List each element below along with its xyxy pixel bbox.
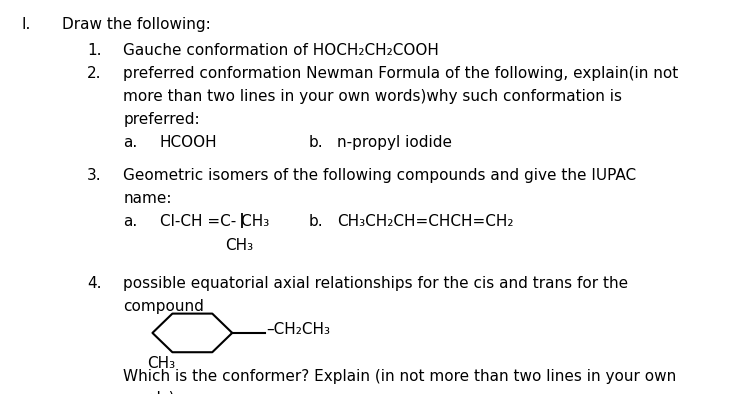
Text: Which is the conformer? Explain (in not more than two lines in your own: Which is the conformer? Explain (in not … [124, 369, 676, 384]
Text: name:: name: [124, 191, 172, 206]
Text: a.: a. [124, 214, 138, 229]
Text: –CH₂CH₃: –CH₂CH₃ [266, 322, 330, 336]
Text: b.: b. [309, 135, 323, 150]
Text: preferred:: preferred: [124, 112, 200, 127]
Text: preferred conformation Newman Formula of the following, explain(in not: preferred conformation Newman Formula of… [124, 66, 679, 81]
Text: Geometric isomers of the following compounds and give the IUPAC: Geometric isomers of the following compo… [124, 168, 636, 183]
Text: Draw the following:: Draw the following: [62, 17, 211, 32]
Text: a.: a. [124, 135, 138, 150]
Text: compound: compound [124, 299, 204, 314]
Text: CH₃: CH₃ [147, 356, 175, 371]
Text: Gauche conformation of HOCH₂CH₂COOH: Gauche conformation of HOCH₂CH₂COOH [124, 43, 440, 58]
Text: more than two lines in your own words)why such conformation is: more than two lines in your own words)wh… [124, 89, 622, 104]
Text: 2.: 2. [87, 66, 101, 81]
Text: words): words) [124, 390, 175, 394]
Text: HCOOH: HCOOH [160, 135, 218, 150]
Text: 1.: 1. [87, 43, 101, 58]
Text: Cl-CH =C- CH₃: Cl-CH =C- CH₃ [160, 214, 269, 229]
Text: CH₃: CH₃ [225, 238, 253, 253]
Text: possible equatorial axial relationships for the cis and trans for the: possible equatorial axial relationships … [124, 276, 628, 291]
Text: 3.: 3. [87, 168, 102, 183]
Text: I.: I. [22, 17, 31, 32]
Text: b.: b. [309, 214, 323, 229]
Text: n-propyl iodide: n-propyl iodide [337, 135, 452, 150]
Text: 4.: 4. [87, 276, 101, 291]
Text: CH₃CH₂CH=CHCH=CH₂: CH₃CH₂CH=CHCH=CH₂ [337, 214, 514, 229]
